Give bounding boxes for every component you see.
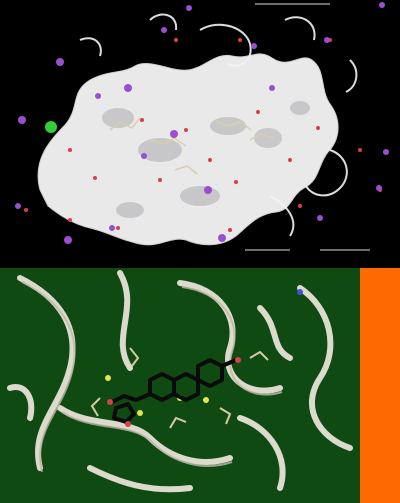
ribbon-edges (21, 281, 283, 473)
pocket-residues (109, 117, 275, 175)
ligand (111, 358, 237, 424)
side-chains (90, 347, 269, 429)
protein-ribbons (7, 270, 353, 493)
ribbon-structure-panel (0, 268, 360, 503)
surface-mesh (79, 13, 358, 237)
nitrogen-atoms (297, 289, 303, 295)
molecular-surface-image (0, 0, 400, 268)
ion-spheres (15, 2, 389, 244)
ribbon-structure-image (0, 268, 360, 503)
molecular-surface-panel (0, 0, 400, 268)
orange-side-bar (360, 268, 400, 503)
ligand-oxygens (107, 357, 241, 427)
highlighted-ion (45, 121, 57, 133)
protein-surface (37, 53, 339, 246)
water-molecules (24, 38, 382, 232)
